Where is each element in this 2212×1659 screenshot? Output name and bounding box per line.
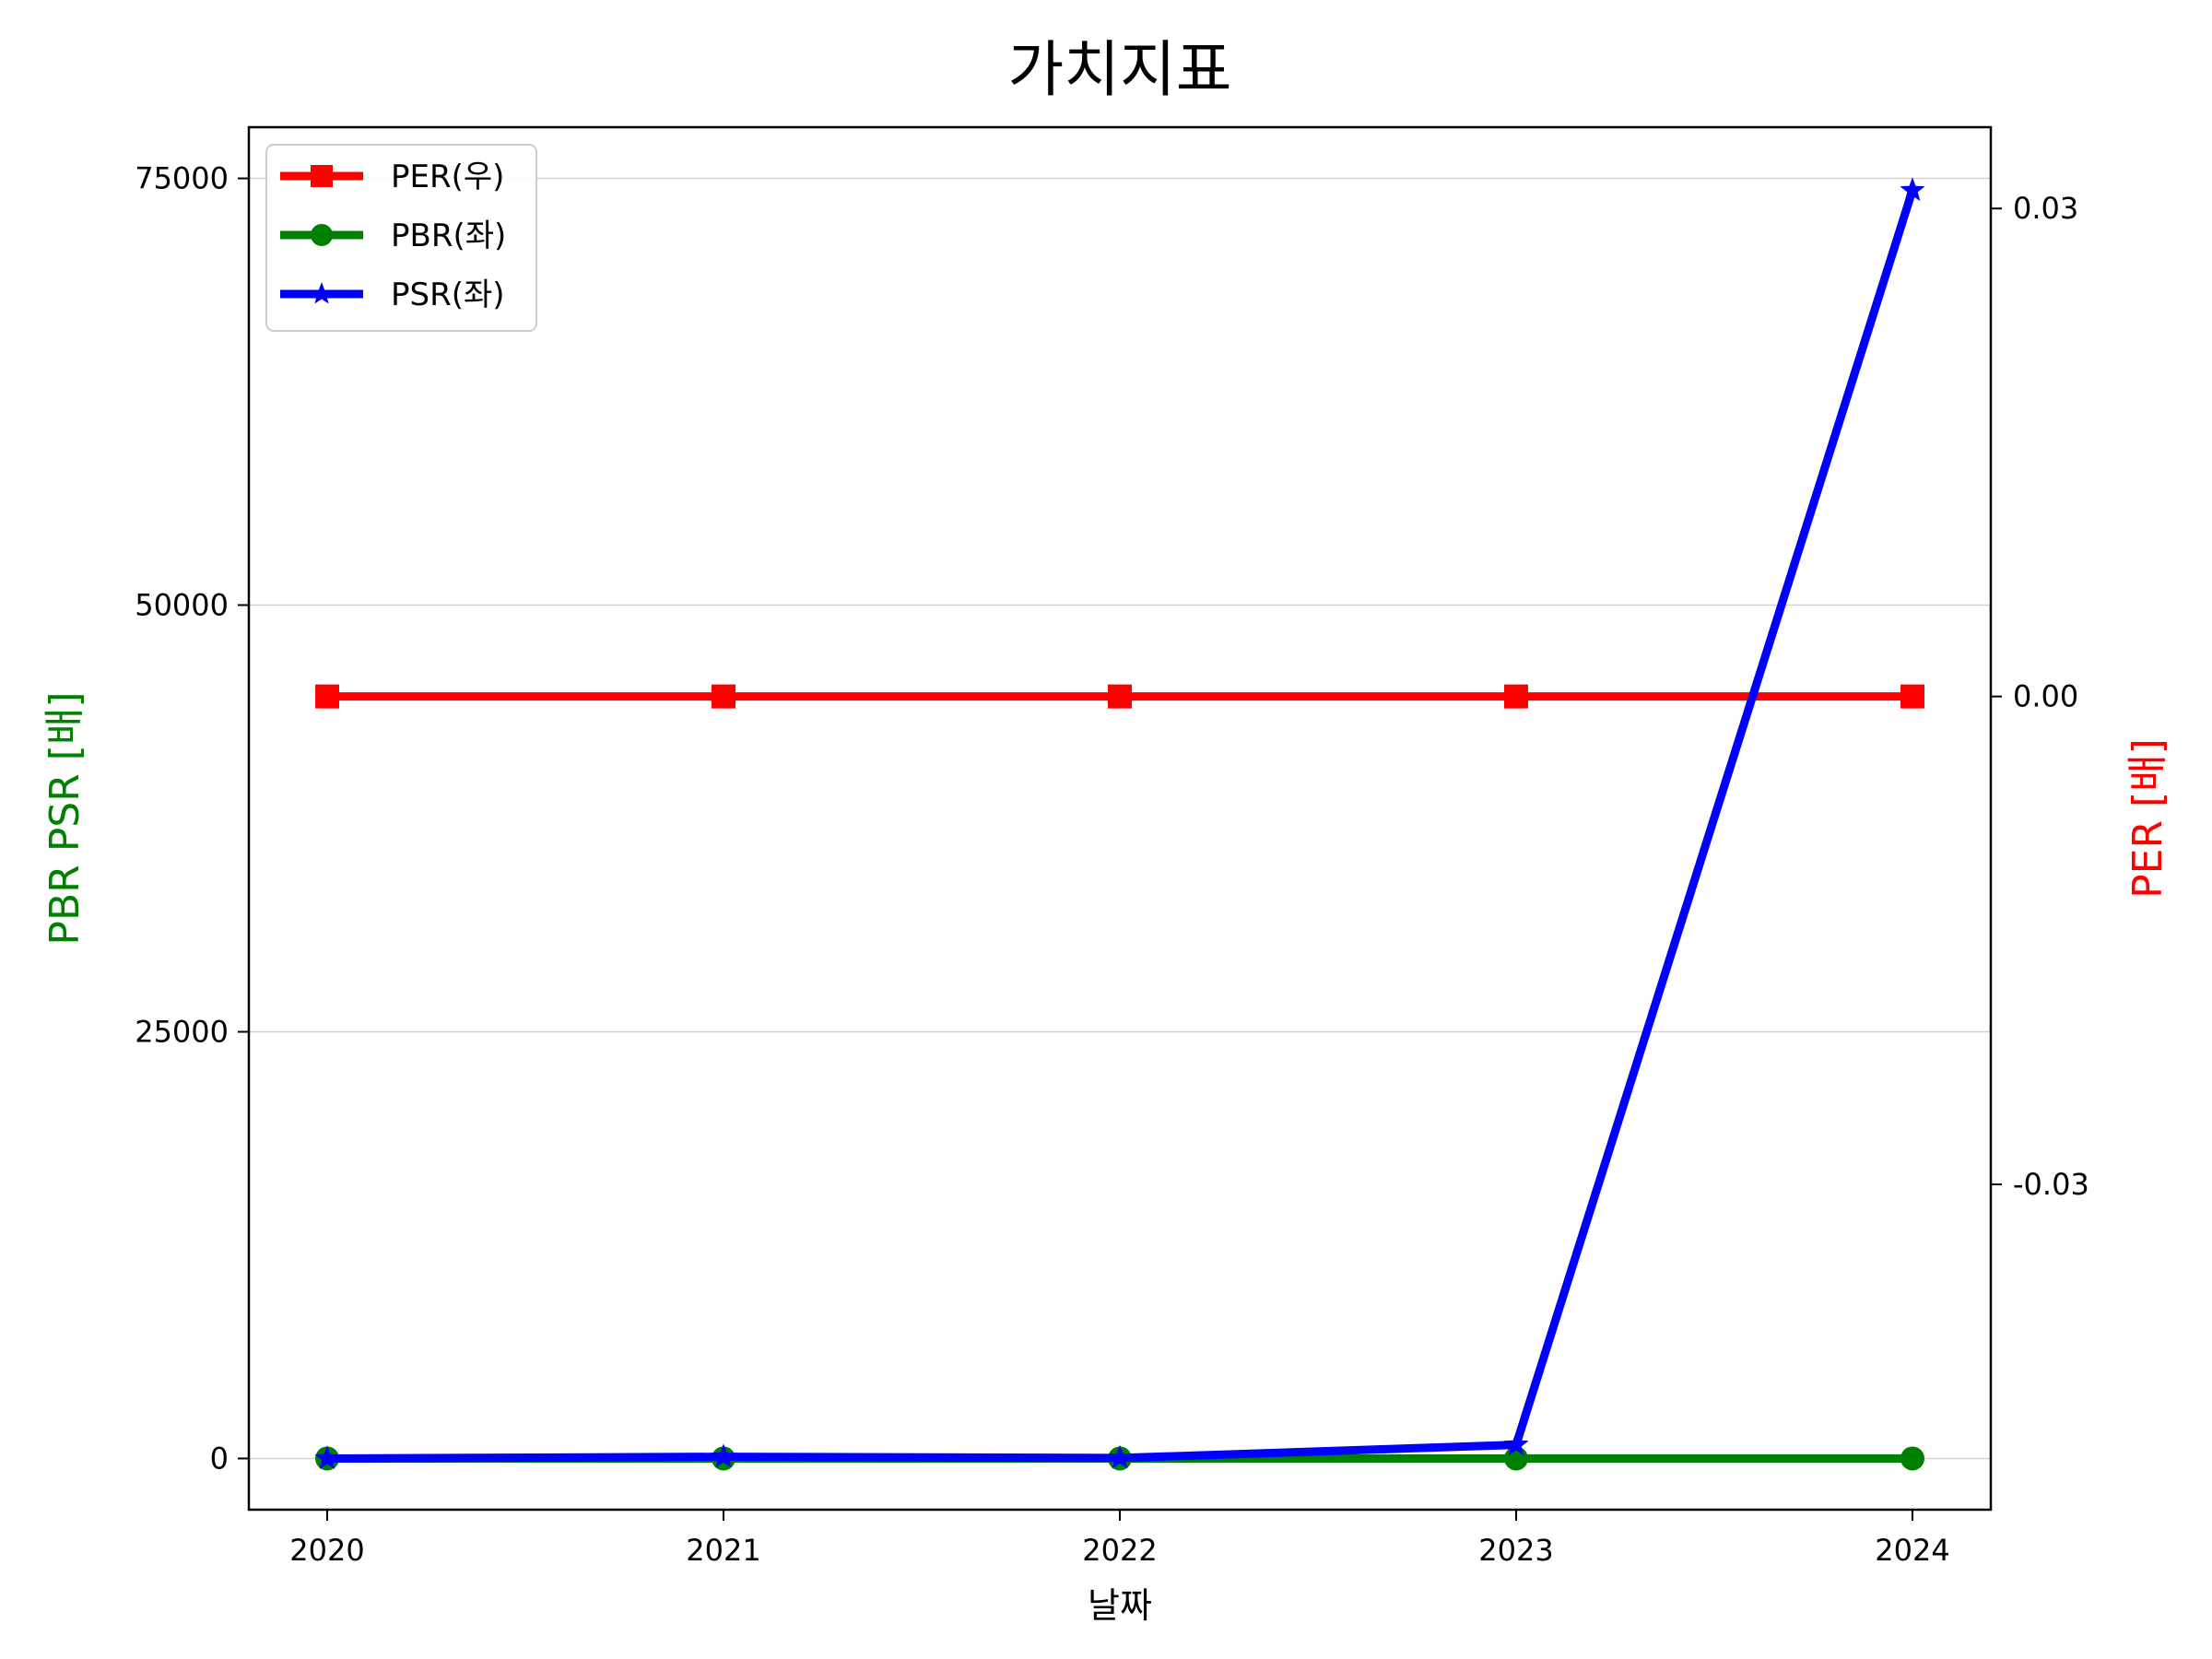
left-y-tick-label: 0 [210,1441,229,1476]
series-layer [314,177,1925,1471]
data-point [1900,177,1925,202]
legend-label: PSR(좌) [391,276,505,313]
x-tick-label: 2022 [1082,1533,1157,1568]
data-point [1503,1431,1529,1456]
data-point [712,684,735,709]
legend-entry: PSR(좌) [280,276,505,313]
x-tick-label: 2024 [1875,1533,1949,1568]
right-y-axis: -0.03 0.00 0.03 [1991,191,2089,1202]
legend-entry: PER(우) [280,159,504,195]
legend: PER(우) PBR(좌) PSR(좌) [265,144,537,332]
data-point [1108,684,1132,709]
right-y-axis-label: PER [배] [2124,738,2171,899]
data-point [1900,1446,1924,1471]
left-y-tick-label: 75000 [135,161,229,196]
data-point [315,684,339,709]
x-axis-label: 날짜 [1088,1585,1152,1626]
x-tick-label: 2023 [1478,1533,1553,1568]
left-y-axis: 0 25000 50000 75000 [135,161,249,1476]
data-point [1504,684,1528,709]
legend-entry: PBR(좌) [280,218,506,254]
x-tick-label: 2021 [686,1533,760,1568]
legend-label: PER(우) [391,159,504,195]
x-axis: 2020 2021 2022 2023 2024 [289,1510,1950,1568]
data-point [711,1443,736,1468]
data-point [314,1445,340,1469]
right-y-tick-label: -0.03 [2013,1167,2089,1202]
legend-box [265,144,537,332]
data-point [1107,1444,1133,1469]
data-point [1900,684,1924,709]
legend-marker [311,165,333,187]
legend-marker [310,282,334,304]
left-y-axis-label: PBR PSR [배] [41,691,88,945]
x-tick-label: 2020 [289,1533,364,1568]
series-square [315,684,1924,709]
legend-marker [311,224,333,246]
right-y-tick-label: 0.03 [2013,191,2078,226]
right-y-tick-label: 0.00 [2013,679,2078,714]
series-star [314,177,1925,1469]
left-y-tick-label: 50000 [135,588,229,623]
left-y-tick-label: 25000 [135,1014,229,1049]
legend-label: PBR(좌) [391,218,506,254]
chart-title: 가치지표 [1008,34,1232,105]
